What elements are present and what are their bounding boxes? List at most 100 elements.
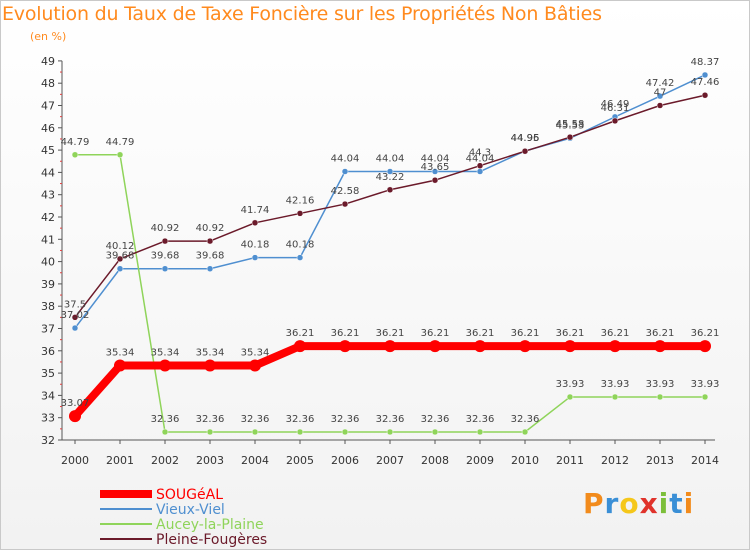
data-label: 44.04	[376, 154, 405, 165]
data-label: 32.36	[241, 414, 270, 425]
data-label: 44.04	[331, 154, 360, 165]
data-point	[521, 428, 529, 436]
data-point	[249, 359, 261, 372]
data-label: 47.42	[646, 78, 675, 89]
data-label: 46.31	[601, 103, 630, 114]
data-label: 40.12	[106, 241, 135, 252]
y-tick-label: 49	[41, 55, 55, 68]
data-point	[251, 254, 259, 261]
data-point	[206, 265, 214, 272]
data-label: 32.36	[151, 414, 180, 425]
data-point	[341, 428, 349, 436]
y-tick-label: 42	[41, 211, 55, 224]
proxiti-logo: Proxiti	[583, 487, 694, 520]
x-tick-label: 2012	[601, 454, 629, 467]
data-label: 45.58	[556, 119, 585, 130]
chart-legend: SOUGéALVieux-VielAucey-la-PlainePleine-F…	[100, 487, 267, 548]
data-point	[701, 71, 709, 79]
data-label: 40.92	[151, 223, 180, 234]
data-label: 36.21	[646, 328, 675, 339]
data-point	[521, 147, 529, 155]
data-point	[386, 428, 394, 436]
legend-label: Aucey-la-Plaine	[156, 517, 264, 533]
data-point	[431, 168, 439, 175]
y-tick-label: 39	[41, 278, 55, 291]
data-label: 47.46	[691, 77, 720, 88]
data-label: 33.93	[556, 379, 585, 390]
data-point	[701, 393, 709, 401]
data-label: 44.3	[469, 148, 491, 159]
data-labels: 33.07 35.34 35.34 35.34 35.34 36.21 36.21 36.21…	[61, 57, 720, 425]
data-point	[476, 428, 484, 436]
x-tick-label: 2001	[106, 454, 134, 467]
data-label: 40.92	[196, 223, 225, 234]
data-point	[69, 410, 81, 423]
data-point	[431, 428, 439, 436]
logo-letter: x	[639, 487, 659, 520]
legend-label: Vieux-Viel	[156, 502, 225, 518]
data-label: 40.18	[241, 240, 270, 251]
data-label: 42.58	[331, 186, 360, 197]
x-tick-label: 2007	[376, 454, 404, 467]
data-point	[564, 340, 576, 353]
y-tick-label: 48	[41, 77, 55, 90]
data-label: 35.34	[241, 348, 270, 359]
data-label: 36.21	[376, 328, 405, 339]
data-point	[611, 393, 619, 401]
data-label: 33.93	[691, 379, 720, 390]
data-label: 47	[654, 88, 667, 99]
x-tick-label: 2002	[151, 454, 179, 467]
data-point	[296, 210, 304, 217]
data-point	[341, 168, 349, 175]
data-point	[386, 186, 394, 194]
data-label: 32.36	[196, 414, 225, 425]
series-lines	[69, 71, 711, 436]
y-tick-label: 40	[41, 256, 55, 269]
y-tick-label: 37	[41, 323, 55, 336]
legend-label: SOUGéAL	[156, 487, 223, 503]
data-point	[161, 428, 169, 436]
data-point	[654, 340, 666, 353]
data-point	[294, 340, 306, 353]
data-point	[519, 340, 531, 353]
y-tick-label: 43	[41, 189, 55, 202]
data-label: 36.21	[691, 328, 720, 339]
x-tick-label: 2004	[241, 454, 269, 467]
data-point	[384, 340, 396, 353]
data-point	[566, 393, 574, 401]
data-label: 39.68	[196, 251, 225, 262]
x-tick-label: 2003	[196, 454, 224, 467]
series-line-3	[74, 94, 706, 319]
data-point	[386, 168, 394, 175]
chart-title: Evolution du Taux de Taxe Foncière sur l…	[2, 3, 602, 25]
series-line-2	[74, 154, 706, 433]
data-point	[251, 219, 259, 227]
data-label: 36.21	[286, 328, 315, 339]
y-tick-label: 33	[41, 412, 55, 425]
data-point	[701, 91, 709, 99]
x-tick-label: 2009	[466, 454, 494, 467]
x-tick-label: 2013	[646, 454, 674, 467]
data-point	[71, 324, 79, 332]
y-tick-label: 32	[41, 434, 55, 447]
data-point	[206, 428, 214, 436]
x-tick-label: 2006	[331, 454, 359, 467]
data-point	[656, 393, 664, 401]
y-tick-label: 44	[41, 166, 55, 179]
data-label: 32.36	[421, 414, 450, 425]
data-label: 43.65	[421, 162, 450, 173]
data-label: 33.07	[61, 398, 90, 409]
data-label: 42.16	[286, 195, 315, 206]
y-tick-label: 36	[41, 345, 55, 358]
data-point	[431, 176, 439, 184]
data-label: 44.79	[106, 137, 135, 148]
data-point	[609, 340, 621, 353]
data-label: 32.36	[376, 414, 405, 425]
data-point	[341, 200, 349, 208]
data-point	[116, 255, 124, 263]
data-label: 37.5	[64, 299, 86, 310]
data-label: 32.36	[466, 414, 495, 425]
x-tick-label: 2010	[511, 454, 539, 467]
data-label: 41.74	[241, 205, 270, 216]
